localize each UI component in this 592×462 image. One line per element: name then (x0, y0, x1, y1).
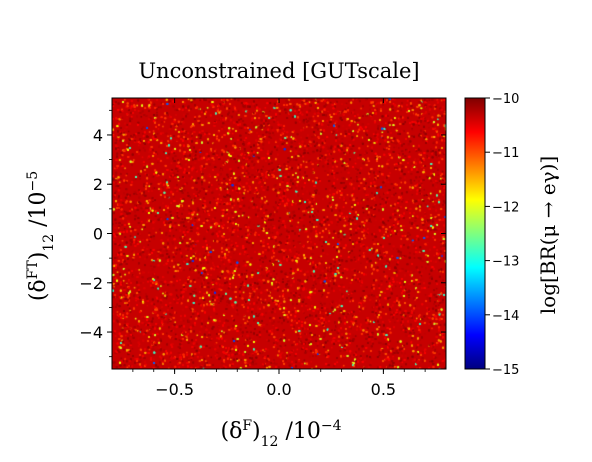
y-tick-label: −2 (79, 274, 103, 293)
colorbar-tick-label: −14 (492, 309, 519, 324)
x-label-sub: 12 (261, 434, 279, 450)
colorbar-tick-label: −13 (492, 255, 519, 270)
y-tick-label: 0 (93, 225, 103, 244)
y-tick-label: −4 (79, 323, 103, 342)
x-tick-label: 0.5 (371, 380, 396, 399)
scatter-heatmap (112, 98, 446, 369)
y-tick-label: 4 (93, 126, 103, 145)
x-label-base: (δ (220, 419, 242, 444)
x-label-mid: ) (252, 419, 261, 444)
y-label-base: (δ (26, 279, 51, 301)
y-label-sup: FT (25, 260, 41, 280)
colorbar-tick-label: −10 (492, 92, 519, 107)
y-label-mid: ) (26, 252, 51, 261)
y-label-sub: 12 (41, 234, 57, 252)
colorbar-tick-label: −15 (492, 363, 519, 378)
x-tick-label: −0.5 (155, 380, 194, 399)
y-label-unit: /10 (26, 191, 51, 233)
chart-title: Unconstrained [GUTscale] (138, 59, 419, 83)
colorbar-tick-label: −12 (492, 200, 519, 215)
y-axis-label: (δFT)12 /10−5 (25, 171, 57, 301)
colorbar (464, 97, 486, 370)
colorbar-label: log[BR(μ → eγ)] (536, 156, 560, 314)
colorbar-tick-label: −11 (492, 146, 519, 161)
y-tick-label: 2 (93, 175, 103, 194)
x-label-unit: /10 (278, 419, 320, 444)
y-label-exp: −5 (25, 171, 41, 192)
x-tick-label: 0.0 (266, 380, 291, 399)
plot-area: −0.5 0.0 0.5 4 2 0 −2 −4 (79, 97, 447, 399)
x-label-sup: F (242, 418, 252, 434)
x-label-exp: −4 (321, 418, 342, 434)
x-axis-label: (δF)12 /10−4 (220, 418, 341, 450)
